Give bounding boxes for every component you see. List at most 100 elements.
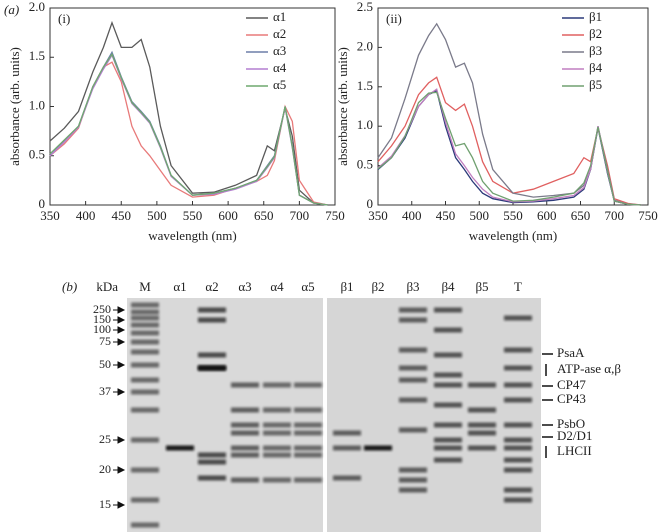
legend-label: β1 xyxy=(589,9,602,24)
gel-band xyxy=(333,475,361,481)
y-tick-label: 2.0 xyxy=(357,38,373,53)
gel-band xyxy=(263,422,291,428)
gel-band xyxy=(198,307,226,313)
marker-arrow xyxy=(113,436,126,444)
gel-band xyxy=(468,430,496,436)
lane-label: β1 xyxy=(340,279,353,294)
marker-arrow xyxy=(113,326,126,334)
gel-band xyxy=(131,497,159,503)
band-annotation: CP43 xyxy=(557,391,586,406)
lane-label: β3 xyxy=(406,279,419,294)
band-annotation: PsbO xyxy=(557,416,585,431)
y-tick-label: 2.0 xyxy=(29,0,45,14)
y-tick-label: 1.5 xyxy=(357,78,373,93)
marker-label: 50 xyxy=(99,357,111,371)
gel-band xyxy=(504,315,532,321)
x-tick-label: 400 xyxy=(76,208,96,223)
gel-band xyxy=(198,352,226,358)
gel-band xyxy=(131,349,159,355)
gel-band xyxy=(294,477,322,483)
gel-band xyxy=(131,339,159,345)
gel-band xyxy=(504,422,532,428)
x-tick-label: 450 xyxy=(436,208,456,223)
x-tick-label: 700 xyxy=(290,208,310,223)
gel-band xyxy=(434,352,462,358)
marker-arrow xyxy=(113,361,126,369)
gel-left xyxy=(127,298,323,532)
gel-band xyxy=(131,467,159,473)
gel-band xyxy=(399,477,427,483)
panel-annotation: (ii) xyxy=(386,11,402,26)
band-annotation: D2/D1 xyxy=(557,428,592,443)
gel-band xyxy=(504,437,532,443)
marker-arrow xyxy=(113,338,126,346)
marker-arrow xyxy=(113,501,126,509)
lane-label: α3 xyxy=(238,279,251,294)
lane-label: β4 xyxy=(441,279,455,294)
y-tick-label: 1.5 xyxy=(29,48,45,63)
band-annotation: CP47 xyxy=(557,377,586,392)
legend-label: α4 xyxy=(273,60,287,75)
gel-band xyxy=(231,407,259,413)
x-tick-label: 350 xyxy=(40,208,60,223)
marker-label: 75 xyxy=(99,334,111,348)
legend-label: α3 xyxy=(273,43,286,58)
gel-band xyxy=(263,382,291,388)
gel-band xyxy=(504,497,532,503)
plot-frame xyxy=(49,7,336,206)
gel-band xyxy=(504,347,532,353)
marker-arrow xyxy=(113,388,126,396)
x-tick-label: 700 xyxy=(605,208,625,223)
gel-band xyxy=(399,397,427,403)
x-tick-label: 400 xyxy=(402,208,422,223)
gel-band xyxy=(434,402,462,408)
gel-band xyxy=(504,487,532,493)
gel-band xyxy=(504,397,532,403)
gel-band xyxy=(231,430,259,436)
y-tick-label: 0 xyxy=(39,196,46,211)
gel-band xyxy=(294,445,322,451)
gel-band xyxy=(131,302,159,308)
gel-band xyxy=(434,307,462,313)
gel-band xyxy=(131,330,159,336)
marker-label: 25 xyxy=(99,432,111,446)
gel-band xyxy=(263,452,291,458)
gel-band xyxy=(294,422,322,428)
legend-label: β5 xyxy=(589,77,602,92)
gel-band xyxy=(434,437,462,443)
gel-band xyxy=(294,430,322,436)
gel-band xyxy=(131,377,159,383)
legend-label: α5 xyxy=(273,77,286,92)
gel-band xyxy=(504,457,532,463)
marker-label: 250 xyxy=(93,302,111,316)
x-tick-label: 500 xyxy=(147,208,167,223)
gel-band xyxy=(131,389,159,395)
lane-label: α5 xyxy=(301,279,314,294)
legend-label: β3 xyxy=(589,43,602,58)
gel-band xyxy=(131,407,159,413)
gel-band xyxy=(333,430,361,436)
gel-band xyxy=(504,365,532,371)
unit-label: kDa xyxy=(96,279,118,294)
gel-band xyxy=(263,445,291,451)
marker-label: 37 xyxy=(99,384,111,398)
marker-arrow xyxy=(113,306,126,314)
lane-label: α1 xyxy=(173,279,186,294)
gel-band xyxy=(231,422,259,428)
x-tick-label: 450 xyxy=(112,208,132,223)
x-tick-label: 750 xyxy=(325,208,345,223)
gel-band xyxy=(231,477,259,483)
x-tick-label: 350 xyxy=(368,208,388,223)
y-tick-label: 0.5 xyxy=(29,147,45,162)
x-axis-label: wavelength (nm) xyxy=(469,228,557,243)
gel-band xyxy=(263,430,291,436)
gel-band xyxy=(294,452,322,458)
x-tick-label: 550 xyxy=(183,208,203,223)
gel-band xyxy=(131,309,159,315)
gel-band xyxy=(434,382,462,388)
gel-band xyxy=(131,322,159,328)
gel-band xyxy=(504,467,532,473)
gel-band xyxy=(198,317,226,323)
marker-arrow xyxy=(113,316,126,324)
panel-label: (b) xyxy=(62,279,77,294)
